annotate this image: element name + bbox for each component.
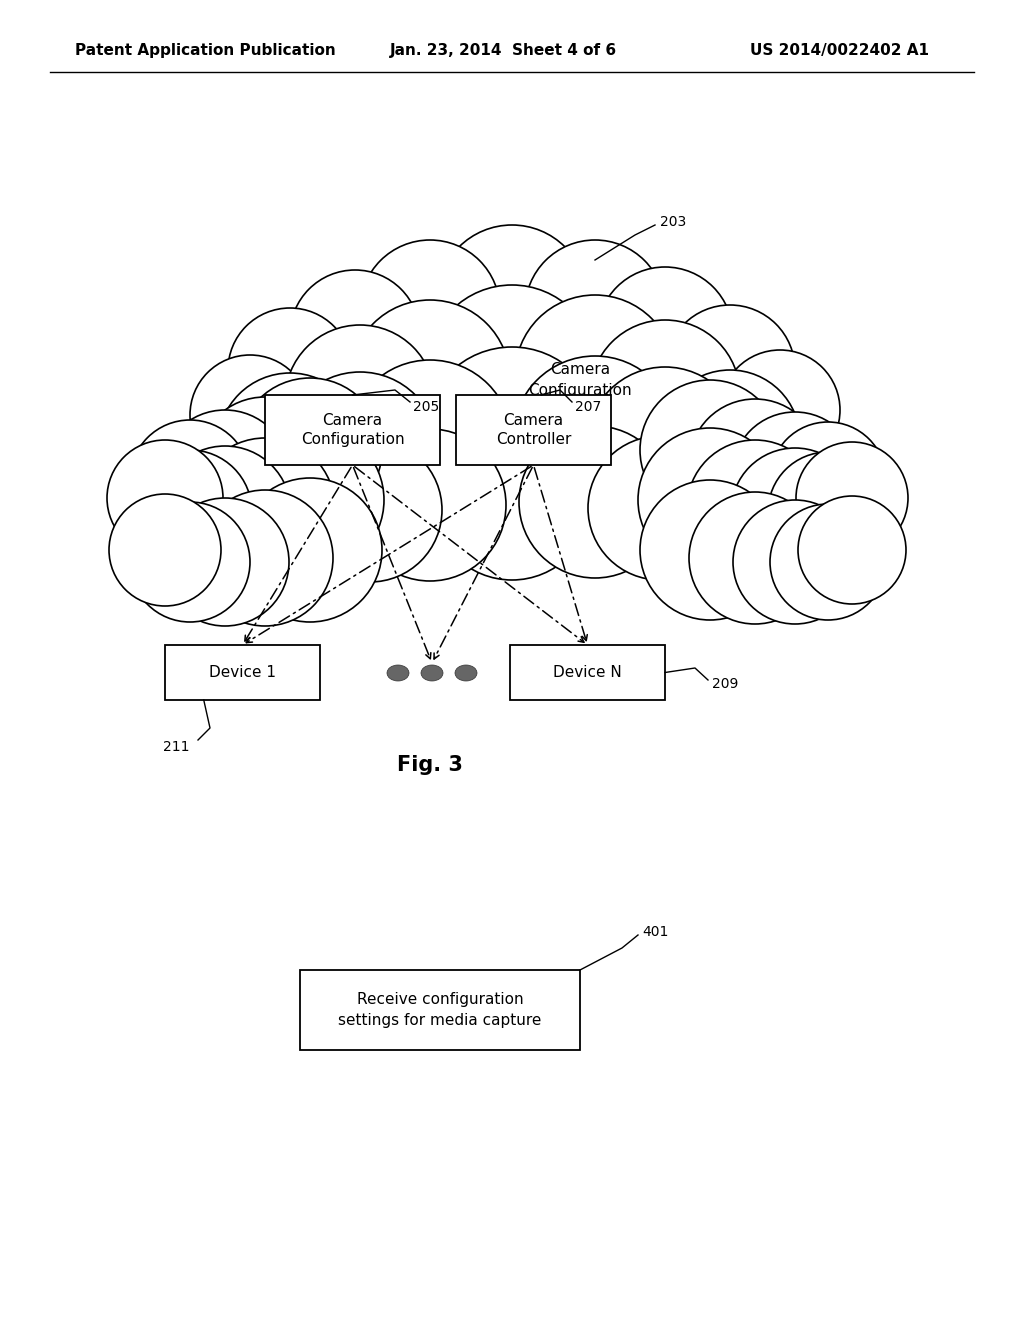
Circle shape: [796, 442, 908, 554]
Text: 211: 211: [164, 741, 190, 754]
Circle shape: [525, 240, 665, 380]
Circle shape: [195, 438, 335, 578]
Circle shape: [242, 432, 378, 568]
Circle shape: [587, 367, 743, 523]
Circle shape: [768, 451, 888, 572]
Circle shape: [432, 420, 592, 579]
Text: Receive configuration
settings for media capture: Receive configuration settings for media…: [338, 993, 542, 1028]
Circle shape: [687, 440, 823, 576]
Ellipse shape: [421, 665, 443, 681]
FancyBboxPatch shape: [456, 395, 611, 465]
Circle shape: [218, 374, 362, 517]
Circle shape: [285, 325, 435, 475]
Circle shape: [160, 411, 290, 540]
Circle shape: [665, 305, 795, 436]
Text: 207: 207: [575, 400, 601, 414]
Circle shape: [519, 426, 671, 578]
Circle shape: [197, 397, 333, 533]
Circle shape: [660, 370, 800, 510]
Text: 209: 209: [712, 677, 738, 690]
Circle shape: [642, 434, 778, 570]
Text: US 2014/0022402 A1: US 2014/0022402 A1: [750, 42, 929, 58]
Circle shape: [733, 500, 857, 624]
Circle shape: [732, 412, 858, 539]
Circle shape: [238, 378, 382, 521]
Circle shape: [731, 447, 859, 576]
Circle shape: [689, 399, 821, 531]
Circle shape: [354, 429, 506, 581]
Text: Patent Application Publication: Patent Application Publication: [75, 42, 336, 58]
Text: Fig. 3: Fig. 3: [397, 755, 463, 775]
Text: Camera
Configuration: Camera Configuration: [301, 413, 404, 447]
Text: 401: 401: [642, 925, 669, 939]
Circle shape: [515, 294, 675, 455]
Circle shape: [161, 498, 289, 626]
Text: Camera
Controller: Camera Controller: [496, 413, 571, 447]
FancyBboxPatch shape: [300, 970, 580, 1049]
Text: 203: 203: [660, 215, 686, 228]
Text: Camera
Configuration
Server: Camera Configuration Server: [528, 362, 632, 418]
Ellipse shape: [387, 665, 409, 681]
Circle shape: [228, 308, 352, 432]
Circle shape: [689, 492, 821, 624]
Text: 205: 205: [413, 400, 439, 414]
Text: Device N: Device N: [553, 665, 622, 680]
Circle shape: [109, 494, 221, 606]
Circle shape: [190, 355, 310, 475]
Text: Device 1: Device 1: [209, 665, 276, 680]
Circle shape: [588, 436, 732, 579]
Circle shape: [770, 422, 886, 539]
Circle shape: [640, 380, 780, 520]
Circle shape: [130, 502, 250, 622]
Circle shape: [290, 271, 420, 400]
Circle shape: [597, 267, 733, 403]
Circle shape: [236, 426, 384, 574]
Circle shape: [590, 319, 740, 470]
Circle shape: [424, 347, 600, 523]
Circle shape: [437, 224, 587, 375]
Circle shape: [106, 440, 223, 556]
Circle shape: [513, 356, 677, 520]
Circle shape: [282, 372, 438, 528]
Circle shape: [640, 480, 780, 620]
Circle shape: [348, 360, 512, 524]
Text: Jan. 23, 2014  Sheet 4 of 6: Jan. 23, 2014 Sheet 4 of 6: [390, 42, 617, 58]
Circle shape: [238, 478, 382, 622]
Circle shape: [638, 428, 782, 572]
Circle shape: [350, 300, 510, 459]
Circle shape: [298, 438, 442, 582]
Circle shape: [360, 240, 500, 380]
Circle shape: [427, 285, 597, 455]
FancyBboxPatch shape: [265, 395, 440, 465]
FancyBboxPatch shape: [510, 645, 665, 700]
Ellipse shape: [455, 665, 477, 681]
Circle shape: [720, 350, 840, 470]
FancyBboxPatch shape: [165, 645, 319, 700]
Circle shape: [798, 496, 906, 605]
Circle shape: [130, 420, 250, 540]
Circle shape: [159, 446, 291, 578]
Circle shape: [770, 504, 886, 620]
Circle shape: [197, 490, 333, 626]
Circle shape: [128, 450, 252, 574]
